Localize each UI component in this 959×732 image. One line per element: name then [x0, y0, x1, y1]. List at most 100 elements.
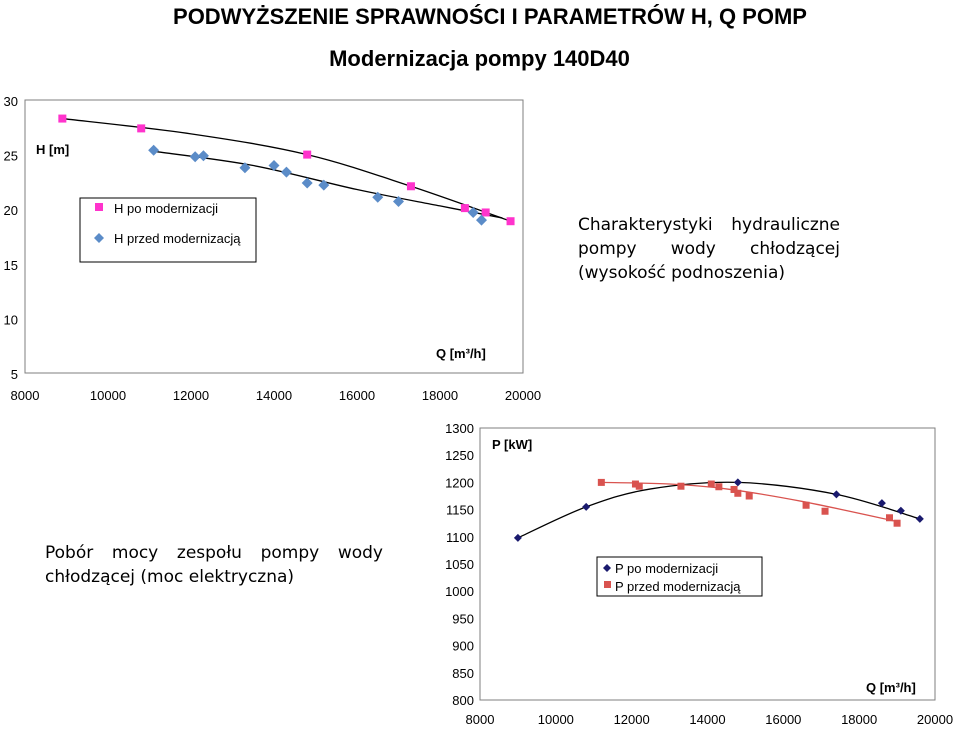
chart-power-point: [715, 483, 723, 491]
chart-head: 5 10 15 20 25 30 8000 10000 12000 14000 16000 1800…: [4, 94, 542, 403]
chart-power-point: [802, 501, 810, 509]
chart-power-y-tick: 1300: [445, 421, 474, 436]
chart-power-y-tick: 900: [452, 639, 474, 654]
chart-head-x-tick: 20000: [505, 388, 541, 403]
chart-power-y-ticks: 800 850 900 950 1000 1050 1100 1150 1200 1250 1300: [445, 421, 474, 708]
description-power: Pobór mocy zespołu pompy wody chłodzącej…: [45, 543, 383, 587]
chart-head-x-tick: 12000: [173, 388, 209, 403]
chart-power-y-tick: 950: [452, 611, 474, 626]
chart-power-point: [832, 490, 841, 499]
chart-head-point: [268, 160, 280, 172]
chart-head-point: [506, 217, 515, 226]
chart-power-x-tick: 14000: [689, 712, 725, 727]
chart-power-y-tick: 850: [452, 666, 474, 681]
chart-power-x-ticks: 8000 10000 12000 14000 16000 18000 20000: [466, 712, 954, 727]
chart-power-point: [597, 478, 605, 486]
chart-head-point: [476, 214, 487, 226]
chart-head-point: [303, 150, 312, 159]
chart-head-point: [189, 151, 201, 163]
chart-head-point: [372, 191, 384, 203]
chart-power-point: [893, 519, 901, 527]
chart-head-point: [406, 182, 415, 191]
chart-power-y-tick: 1150: [446, 503, 474, 518]
chart-power-y-tick: 800: [452, 693, 474, 708]
chart-power-point: [877, 499, 886, 508]
chart-power-point: [915, 514, 924, 523]
chart-head-x-tick: 16000: [339, 388, 375, 403]
chart-head-y-tick: 25: [4, 149, 18, 164]
chart-power-y-label: P [kW]: [492, 437, 532, 452]
legend-label-p-po: P po modernizacji: [615, 561, 718, 576]
chart-power-x-tick: 8000: [466, 712, 495, 727]
chart-power-y-tick: 1100: [446, 530, 474, 545]
chart-head-point: [481, 208, 490, 217]
chart-head-points: [58, 114, 515, 226]
chart-head-point: [239, 162, 251, 174]
chart-head-point: [148, 144, 160, 156]
chart-head-point: [197, 150, 209, 162]
chart-head-point: [301, 177, 313, 189]
chart-power-point: [707, 480, 715, 488]
chart-head-legend: H po modernizacji H przed modernizacją: [79, 197, 257, 263]
chart-power-y-tick: 1250: [445, 448, 474, 463]
chart-power-x-tick: 10000: [538, 712, 574, 727]
chart-power-y-tick: 1000: [445, 584, 474, 599]
chart-power-legend: P po modernizacji P przed modernizacją: [596, 556, 763, 597]
chart-power-point: [886, 514, 893, 522]
chart-power-x-tick: 16000: [765, 712, 801, 727]
chart-power: 800 850 900 950 1000 1050 1100 1150 1200 1250 1300…: [445, 421, 953, 727]
chart-head-y-tick: 5: [11, 367, 18, 382]
description-head: Charakterystyki hydrauliczne pompy wody …: [578, 215, 840, 283]
chart-power-point: [513, 533, 522, 542]
legend-label-h-po: H po modernizacji: [114, 201, 218, 216]
chart-head-y-tick: 30: [4, 94, 18, 109]
chart-power-y-tick: 1200: [445, 475, 474, 490]
chart-head-y-tick: 15: [4, 258, 18, 273]
chart-power-point: [821, 507, 829, 515]
chart-power-point: [677, 482, 685, 490]
chart-power-point: [631, 480, 639, 488]
chart-head-x-tick: 14000: [256, 388, 292, 403]
chart-power-x-label: Q [m³/h]: [866, 680, 916, 695]
chart-head-legend-box: [79, 197, 257, 263]
page-subtitle: Modernizacja pompy 140D40: [329, 46, 630, 71]
legend-marker-h-po: [95, 203, 103, 211]
chart-power-points: [513, 478, 924, 542]
chart-power-trendline: [601, 481, 898, 523]
page-title: PODWYŻSZENIE SPRAWNOŚCI I PARAMETRÓW H, …: [173, 4, 807, 29]
chart-power-x-tick: 20000: [917, 712, 953, 727]
chart-power-legend-box: [596, 556, 763, 597]
chart-power-point: [635, 482, 643, 490]
chart-head-trendline: [153, 150, 503, 219]
legend-marker-p-przed: [604, 581, 611, 588]
legend-label-h-przed: H przed modernizacją: [114, 231, 241, 246]
legend-label-p-przed: P przed modernizacją: [615, 579, 741, 594]
chart-power-point: [896, 506, 905, 515]
chart-head-point: [318, 179, 330, 191]
chart-head-point: [137, 124, 146, 133]
chart-head-point: [460, 204, 469, 213]
chart-head-y-ticks: 5 10 15 20 25 30: [4, 94, 18, 382]
chart-power-x-tick: 12000: [614, 712, 650, 727]
chart-head-y-tick: 20: [4, 203, 18, 218]
chart-head-point: [58, 114, 67, 123]
legend-marker-h-przed: [94, 233, 104, 243]
chart-power-point: [745, 492, 753, 500]
chart-power-y-tick: 1050: [445, 557, 474, 572]
legend-marker-p-po: [603, 564, 611, 572]
chart-head-point: [280, 166, 292, 178]
chart-power-point: [582, 502, 591, 511]
chart-head-x-tick: 8000: [11, 388, 40, 403]
chart-head-y-label: H [m]: [36, 142, 69, 157]
chart-head-x-tick: 10000: [90, 388, 126, 403]
chart-head-x-tick: 18000: [422, 388, 458, 403]
chart-head-y-tick: 10: [4, 312, 18, 327]
chart-head-point: [467, 206, 479, 218]
chart-power-x-tick: 18000: [841, 712, 877, 727]
chart-power-point: [734, 489, 742, 497]
chart-head-point: [393, 196, 404, 208]
chart-power-point: [730, 485, 738, 493]
chart-head-x-ticks: 8000 10000 12000 14000 16000 18000 20000: [11, 388, 542, 403]
chart-power-point: [733, 478, 742, 487]
